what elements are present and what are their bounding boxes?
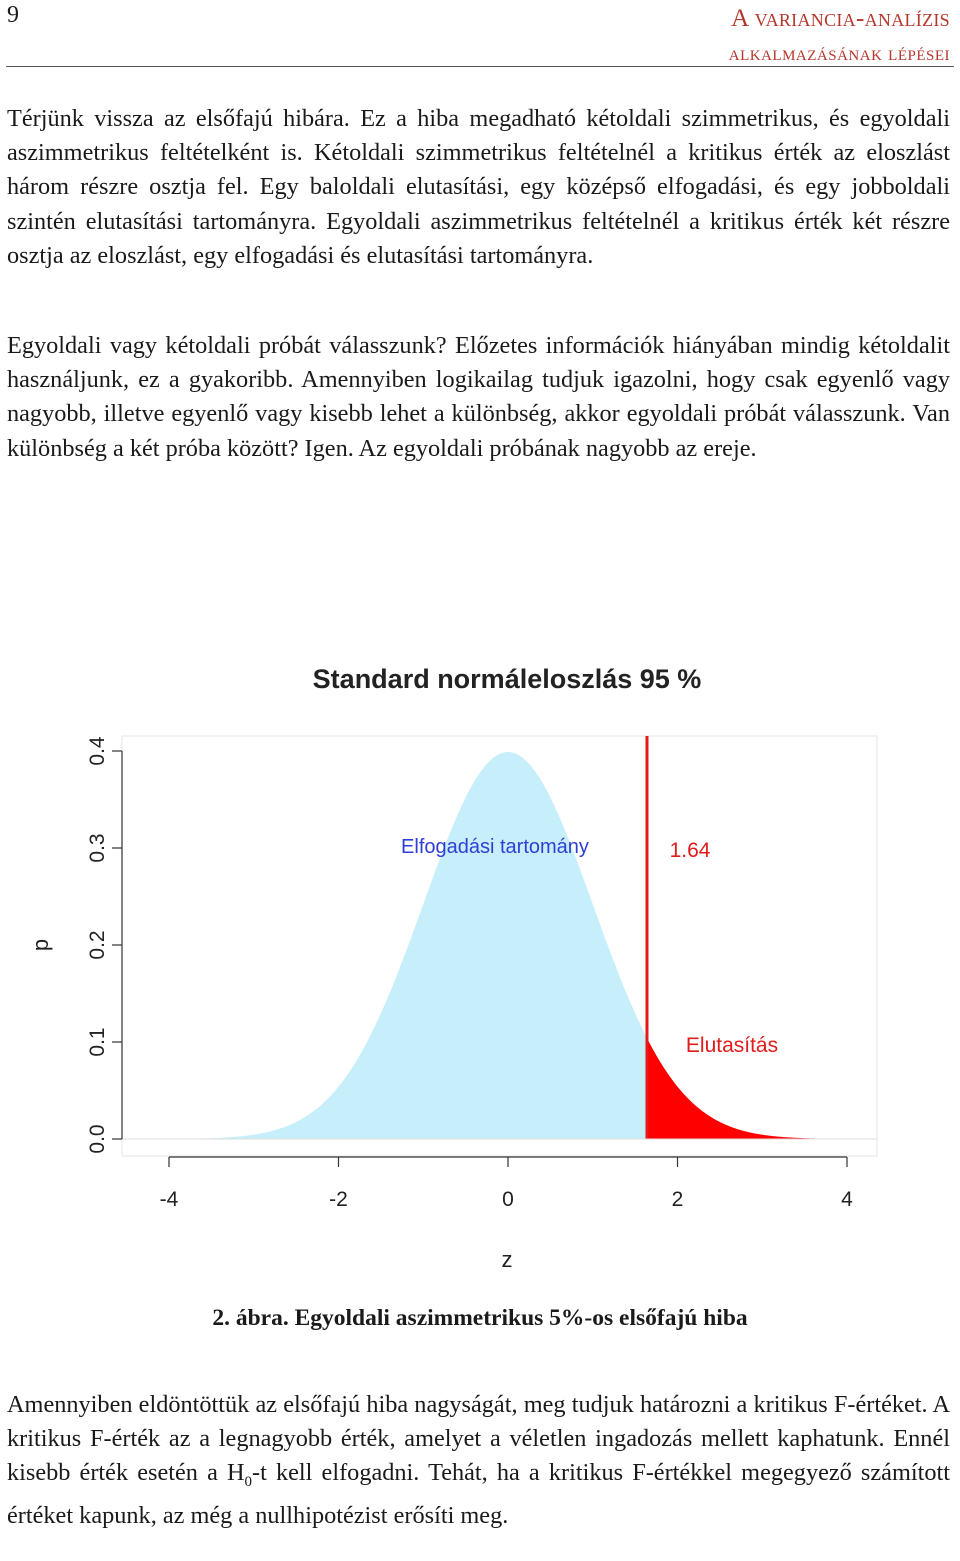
h0-subscript: 0 xyxy=(244,1474,253,1491)
x-tick-label: 0 xyxy=(502,1188,514,1211)
paragraph-3-part2: -t kell elfogadni. Tehát, ha a kritikus … xyxy=(7,1459,950,1530)
y-tick-label: 0.1 xyxy=(86,1027,109,1056)
x-tick-label: 4 xyxy=(841,1188,853,1211)
paragraph-3-part1: Amennyiben eldöntöttük az elsőfajú hiba … xyxy=(7,1391,950,1487)
rejection-region-area xyxy=(646,1038,847,1139)
acceptance-region-label: Elfogadási tartomány xyxy=(401,836,589,858)
running-header-line1: A variancia-analízis xyxy=(731,5,950,32)
normal-distribution-chart: Standard normáleloszlás 95 % 0.00.10.20.… xyxy=(28,664,878,1272)
y-tick-label: 0.3 xyxy=(86,833,109,862)
x-tick-label: 2 xyxy=(672,1188,684,1211)
running-header: A variancia-analízis alkalmazásának lépé… xyxy=(729,2,950,70)
x-axis-label: z xyxy=(502,1247,513,1272)
y-tick-label: 0.4 xyxy=(86,736,109,766)
axes: 0.0 0.1 0.2 0.3 0.4 -4 -2 0 2 4 xyxy=(86,736,853,1211)
critical-value-label: 1.64 xyxy=(670,839,711,862)
acceptance-region-area xyxy=(169,752,647,1139)
figure-caption: 2. ábra. Egyoldali aszimmetrikus 5%-os e… xyxy=(0,1305,960,1332)
paragraph-3: Amennyiben eldöntöttük az elsőfajú hiba … xyxy=(7,1388,950,1534)
figure-caption-text: Egyoldali aszimmetrikus 5%-os elsőfajú h… xyxy=(294,1305,748,1331)
page-number: 9 xyxy=(7,2,19,28)
paragraph-1: Térjünk vissza az elsőfajú hibára. Ez a … xyxy=(7,105,950,269)
paragraph-2: Egyoldali vagy kétoldali próbát válasszu… xyxy=(7,332,950,462)
running-header-line2: alkalmazásának lépései xyxy=(728,41,950,65)
chart-title: Standard normáleloszlás 95 % xyxy=(313,664,702,694)
y-tick-label: 0.2 xyxy=(86,930,109,959)
plot-area xyxy=(121,735,878,1157)
header-divider xyxy=(6,66,954,67)
y-tick-label: 0.0 xyxy=(86,1124,109,1153)
rejection-region-label: Elutasítás xyxy=(686,1034,778,1057)
figure-caption-label: 2. ábra. xyxy=(212,1305,289,1331)
x-tick-label: -4 xyxy=(160,1188,179,1211)
x-tick-label: -2 xyxy=(329,1188,348,1211)
y-axis-label: p xyxy=(28,939,53,951)
